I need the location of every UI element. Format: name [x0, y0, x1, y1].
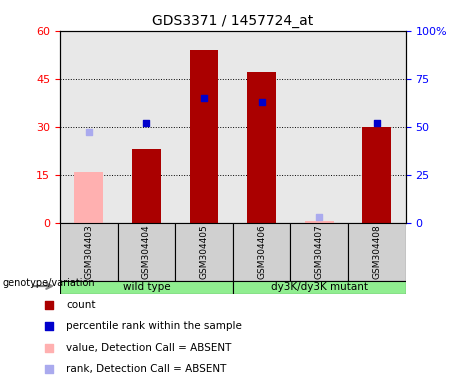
Bar: [290, 223, 348, 281]
Bar: [189, 50, 219, 223]
Point: [85, 129, 92, 136]
Text: GSM304407: GSM304407: [315, 225, 324, 279]
Bar: [233, 223, 290, 281]
Point: [46, 302, 53, 308]
Bar: [348, 223, 406, 281]
Point: [46, 366, 53, 372]
Bar: [305, 221, 334, 223]
Point: [315, 214, 323, 220]
Point: [142, 120, 150, 126]
Bar: [175, 223, 233, 281]
Text: rank, Detection Call = ABSENT: rank, Detection Call = ABSENT: [66, 364, 226, 374]
Text: GSM304406: GSM304406: [257, 225, 266, 279]
Title: GDS3371 / 1457724_at: GDS3371 / 1457724_at: [152, 14, 313, 28]
Bar: [74, 172, 103, 223]
Point: [200, 95, 207, 101]
Bar: [247, 72, 276, 223]
Point: [258, 99, 266, 105]
Text: genotype/variation: genotype/variation: [2, 278, 95, 288]
Text: percentile rank within the sample: percentile rank within the sample: [66, 321, 242, 331]
Text: GSM304403: GSM304403: [84, 225, 93, 279]
Text: GSM304405: GSM304405: [200, 225, 208, 279]
Point: [46, 323, 53, 329]
Bar: [233, 281, 406, 294]
Bar: [60, 223, 118, 281]
Text: GSM304404: GSM304404: [142, 225, 151, 279]
Point: [46, 345, 53, 351]
Bar: [118, 223, 175, 281]
Text: GSM304408: GSM304408: [372, 225, 381, 279]
Bar: [132, 149, 161, 223]
Bar: [60, 281, 233, 294]
Bar: [362, 127, 391, 223]
Text: value, Detection Call = ABSENT: value, Detection Call = ABSENT: [66, 343, 231, 353]
Point: [373, 120, 381, 126]
Text: dy3K/dy3K mutant: dy3K/dy3K mutant: [271, 282, 368, 292]
Text: count: count: [66, 300, 95, 310]
Text: wild type: wild type: [123, 282, 170, 292]
